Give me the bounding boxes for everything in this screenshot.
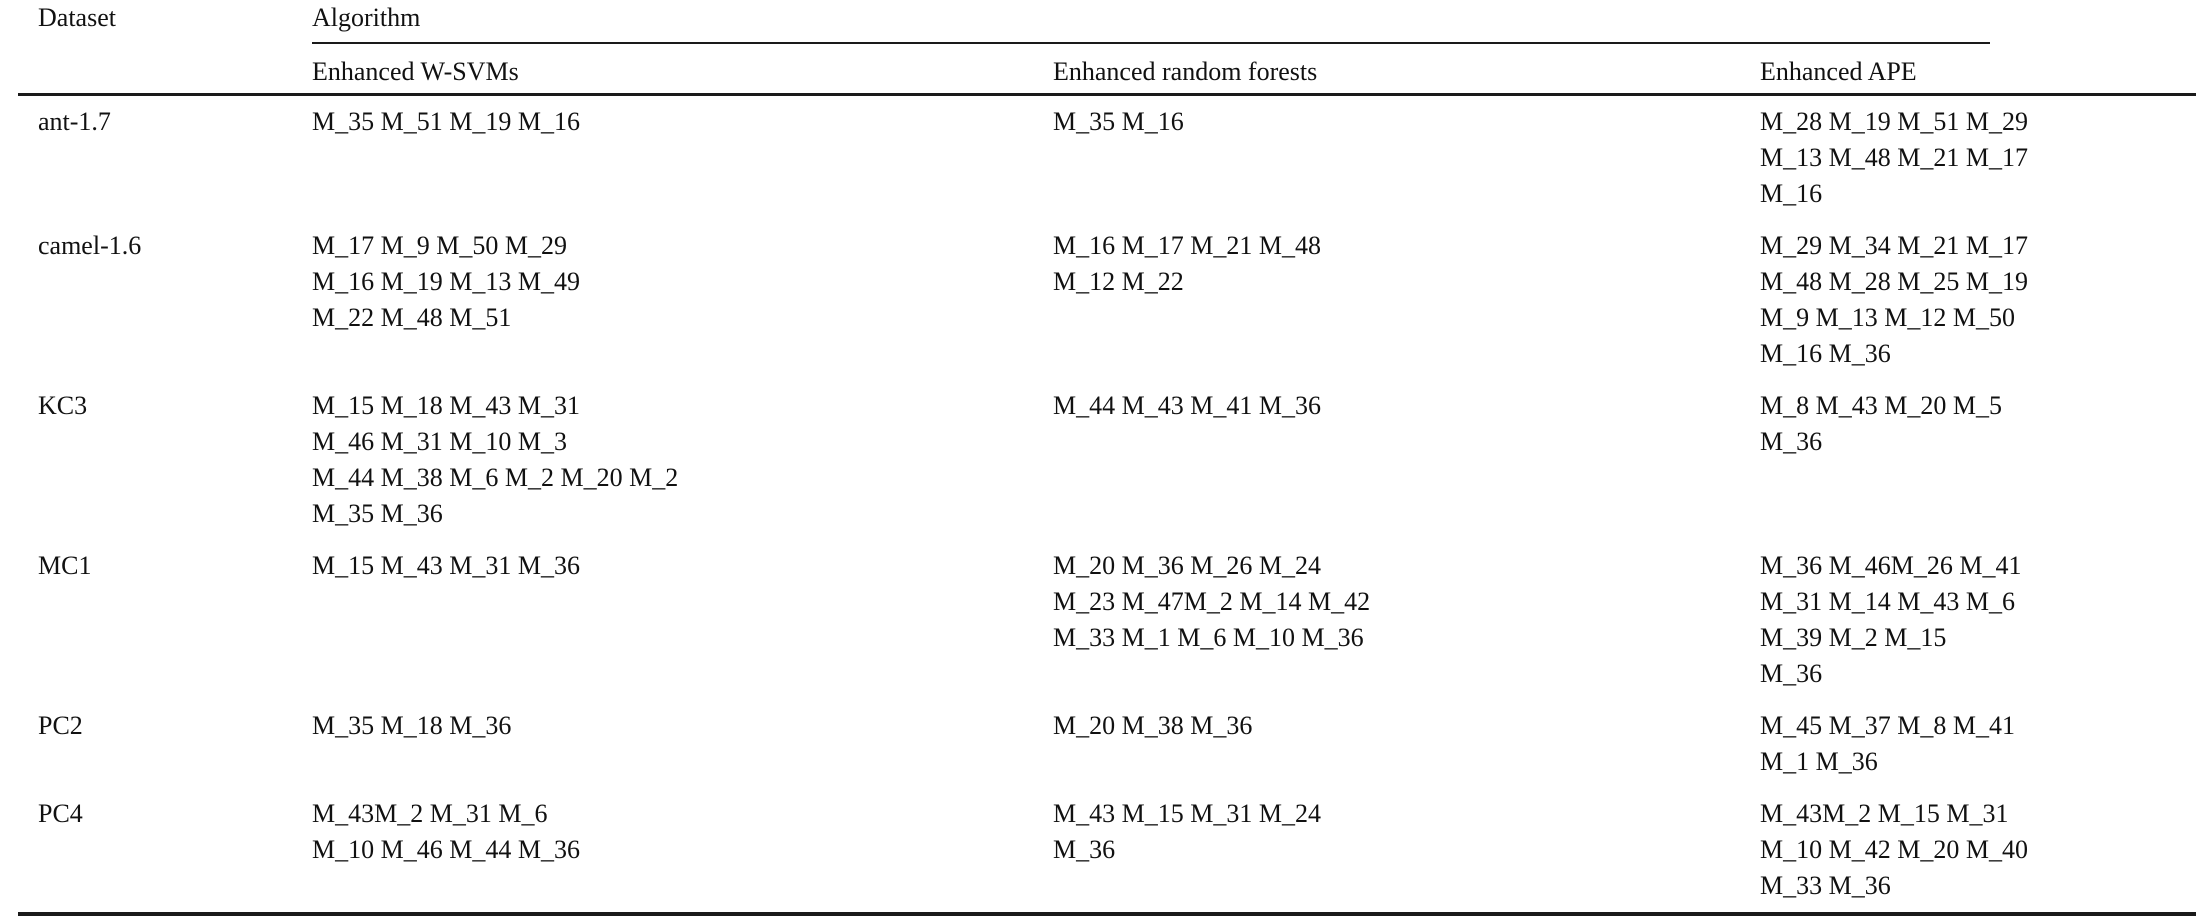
enhanced-w-svms-cell: M_15 M_18 M_43 M_31 M_46 M_31 M_10 M_3 M_4… (312, 380, 1053, 540)
metric-list-line: M_36 M_46M_26 M_41 (1760, 551, 2022, 580)
metric-list-line: M_29 M_34 M_21 M_17 (1760, 231, 2028, 260)
metric-list-line: M_43M_2 M_31 M_6 (312, 799, 548, 828)
metric-list-line: M_33 M_1 M_6 M_10 M_36 (1053, 623, 1364, 652)
metric-list-line: M_13 M_48 M_21 M_17 (1760, 143, 2028, 172)
metric-list-line: M_43 M_15 M_31 M_24 (1053, 799, 1321, 828)
metric-list-line: M_22 M_48 M_51 (312, 303, 512, 332)
metric-list-line: M_31 M_14 M_43 M_6 (1760, 587, 2015, 616)
enhanced-w-svms-cell: M_17 M_9 M_50 M_29 M_16 M_19 M_13 M_49 M_2… (312, 220, 1053, 380)
group-header-row: Dataset Algorithm (18, 0, 2196, 44)
table-row: PC4 M_43M_2 M_31 M_6 M_10 M_46 M_44 M_36 M_… (18, 788, 2196, 914)
metric-list-line: M_10 M_42 M_20 M_40 (1760, 835, 2028, 864)
enhanced-random-forests-cell: M_44 M_43 M_41 M_36 (1053, 380, 1760, 540)
metric-list-line: M_16 M_17 M_21 M_48 (1053, 231, 1321, 260)
enhanced-w-svms-cell: M_43M_2 M_31 M_6 M_10 M_46 M_44 M_36 (312, 788, 1053, 914)
metric-list-line: M_39 M_2 M_15 (1760, 623, 1947, 652)
enhanced-w-svms-cell: M_35 M_18 M_36 (312, 700, 1053, 788)
dataset-column-header: Dataset (38, 3, 116, 32)
metric-list-line: M_15 M_18 M_43 M_31 (312, 391, 580, 420)
metric-list-line: M_46 M_31 M_10 M_3 (312, 427, 567, 456)
enhanced-random-forests-cell: M_20 M_36 M_26 M_24 M_23 M_47M_2 M_14 M_4… (1053, 540, 1760, 700)
metric-list-line: M_44 M_38 M_6 M_2 M_20 M_2 (312, 463, 679, 492)
metric-list-line: M_45 M_37 M_8 M_41 (1760, 711, 2015, 740)
column-header-enhanced-w-svms: Enhanced W-SVMs (312, 44, 1053, 96)
metric-list-line: M_23 M_47M_2 M_14 M_42 (1053, 587, 1371, 616)
metric-list-line: M_16 (1760, 179, 1823, 208)
dataset-cell: KC3 (38, 391, 88, 420)
metric-list-line: M_20 M_36 M_26 M_24 (1053, 551, 1321, 580)
enhanced-ape-cell: M_29 M_34 M_21 M_17 M_48 M_28 M_25 M_19 M_… (1760, 220, 2196, 380)
metric-list-line: M_12 M_22 (1053, 267, 1184, 296)
table-row: MC1 M_15 M_43 M_31 M_36 M_20 M_36 M_26 M_2… (18, 540, 2196, 700)
algorithm-group-label: Algorithm (312, 3, 421, 32)
metric-list-line: M_16 M_19 M_13 M_49 (312, 267, 580, 296)
dataset-algorithm-table: Dataset Algorithm Enhanced W-SVMs Enhanc… (18, 0, 2196, 916)
metric-list-line: M_36 (1760, 427, 1823, 456)
metric-list-line: M_35 M_18 M_36 (312, 711, 512, 740)
table-row: ant-1.7 M_35 M_51 M_19 M_16 M_35 M_16 M_28 … (18, 95, 2196, 221)
enhanced-ape-cell: M_8 M_43 M_20 M_5 M_36 (1760, 380, 2196, 540)
enhanced-ape-cell: M_28 M_19 M_51 M_29 M_13 M_48 M_21 M_17 M_… (1760, 95, 2196, 221)
metric-list-line: M_36 (1053, 835, 1116, 864)
enhanced-w-svms-cell: M_15 M_43 M_31 M_36 (312, 540, 1053, 700)
metric-list-line: M_36 (1760, 659, 1823, 688)
metric-list-line: M_17 M_9 M_50 M_29 (312, 231, 567, 260)
metric-list-line: M_10 M_46 M_44 M_36 (312, 835, 580, 864)
subheader-row: Enhanced W-SVMs Enhanced random forests … (18, 44, 2196, 96)
enhanced-w-svms-cell: M_35 M_51 M_19 M_16 (312, 95, 1053, 221)
dataset-cell: PC4 (38, 799, 83, 828)
enhanced-random-forests-cell: M_35 M_16 (1053, 95, 1760, 221)
metric-list-line: M_35 M_16 (1053, 107, 1184, 136)
metric-list-line: M_43M_2 M_15 M_31 (1760, 799, 2009, 828)
column-header-enhanced-random-forests: Enhanced random forests (1053, 44, 1760, 96)
metric-list-line: M_35 M_36 (312, 499, 443, 528)
metric-list-line: M_48 M_28 M_25 M_19 (1760, 267, 2028, 296)
enhanced-ape-cell: M_45 M_37 M_8 M_41 M_1 M_36 (1760, 700, 2196, 788)
metric-list-line: M_28 M_19 M_51 M_29 (1760, 107, 2028, 136)
enhanced-random-forests-cell: M_43 M_15 M_31 M_24 M_36 (1053, 788, 1760, 914)
table-row: KC3 M_15 M_18 M_43 M_31 M_46 M_31 M_10 M_3… (18, 380, 2196, 540)
dataset-cell: MC1 (38, 551, 92, 580)
table-row: camel-1.6 M_17 M_9 M_50 M_29 M_16 M_19 M_1… (18, 220, 2196, 380)
metric-list-line: M_33 M_36 (1760, 871, 1891, 900)
enhanced-random-forests-cell: M_16 M_17 M_21 M_48 M_12 M_22 (1053, 220, 1760, 380)
table-row: PC2 M_35 M_18 M_36 M_20 M_38 M_36 M_45 M_37… (18, 700, 2196, 788)
metric-list-line: M_16 M_36 (1760, 339, 1891, 368)
enhanced-ape-cell: M_36 M_46M_26 M_41 M_31 M_14 M_43 M_6 M_39… (1760, 540, 2196, 700)
algorithm-spanner-rule: Algorithm (312, 0, 1990, 44)
column-header-enhanced-ape: Enhanced APE (1760, 44, 2196, 96)
metric-list-line: M_8 M_43 M_20 M_5 (1760, 391, 2002, 420)
dataset-cell: PC2 (38, 711, 83, 740)
algorithm-group-header: Algorithm (312, 0, 2196, 44)
metric-list-line: M_35 M_51 M_19 M_16 (312, 107, 580, 136)
metric-list-line: M_9 M_13 M_12 M_50 (1760, 303, 2015, 332)
dataset-cell: camel-1.6 (38, 231, 142, 260)
metric-list-line: M_44 M_43 M_41 M_36 (1053, 391, 1321, 420)
metric-list-line: M_15 M_43 M_31 M_36 (312, 551, 580, 580)
metric-list-line: M_20 M_38 M_36 (1053, 711, 1253, 740)
dataset-cell: ant-1.7 (38, 107, 111, 136)
enhanced-ape-cell: M_43M_2 M_15 M_31 M_10 M_42 M_20 M_40 M_33… (1760, 788, 2196, 914)
empty-header-cell (18, 44, 312, 96)
enhanced-random-forests-cell: M_20 M_38 M_36 (1053, 700, 1760, 788)
table-body: ant-1.7 M_35 M_51 M_19 M_16 M_35 M_16 M_28 … (18, 95, 2196, 915)
metric-list-line: M_1 M_36 (1760, 747, 1878, 776)
